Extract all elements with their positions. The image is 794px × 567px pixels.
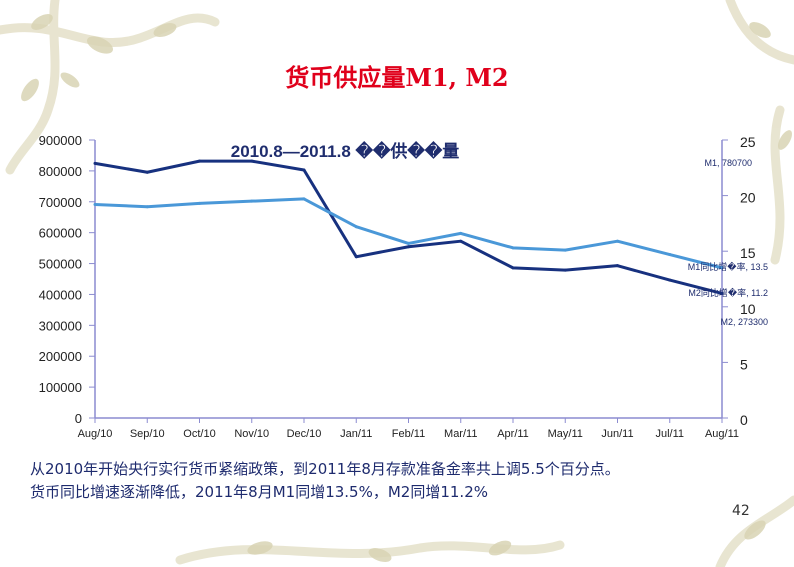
data-point-m2 bbox=[198, 201, 201, 205]
right-tick-label: 10 bbox=[740, 301, 756, 317]
data-label: M2, 273300 bbox=[720, 317, 768, 327]
data-point-m2 bbox=[459, 231, 463, 235]
x-tick-label: Aug/10 bbox=[78, 428, 113, 440]
slide-caption: 从2010年开始央行实行货币紧缩政策，到2011年8月存款准备金率共上调5.5个… bbox=[30, 458, 770, 503]
x-tick-label: Aug/11 bbox=[705, 428, 739, 440]
left-tick-label: 800000 bbox=[39, 164, 82, 179]
left-tick-label: 500000 bbox=[39, 257, 82, 272]
data-point-m2 bbox=[93, 202, 97, 206]
series-line-m1 bbox=[94, 159, 723, 295]
data-point-m2 bbox=[511, 246, 515, 250]
data-point-m1 bbox=[302, 168, 306, 172]
right-tick-label: 25 bbox=[740, 134, 756, 150]
data-point-m1 bbox=[407, 245, 410, 249]
data-point-m1 bbox=[93, 161, 97, 165]
data-point-m1 bbox=[459, 239, 463, 243]
right-tick-label: 20 bbox=[740, 190, 756, 206]
chart-tick-labels: 0 100000 200000 300000 400000 500000 600000 700… bbox=[39, 133, 756, 440]
left-tick-label: 900000 bbox=[39, 133, 82, 148]
data-point-m2 bbox=[563, 248, 567, 252]
right-tick-label: 5 bbox=[740, 356, 748, 372]
left-tick-label: 600000 bbox=[39, 226, 82, 241]
data-point-m2 bbox=[720, 266, 724, 270]
data-point-m1 bbox=[250, 159, 254, 163]
data-point-m2 bbox=[407, 241, 410, 245]
left-tick-label: 300000 bbox=[39, 318, 82, 333]
x-tick-label: Jun/11 bbox=[601, 428, 633, 440]
left-tick-label: 700000 bbox=[39, 195, 82, 210]
data-label: M2同比增�率, 11.2 bbox=[688, 287, 768, 298]
data-point-m2 bbox=[145, 205, 149, 209]
x-tick-label: Oct/10 bbox=[183, 428, 215, 440]
caption-line-2: 货币同比增速逐渐降低，2011年8月M1同增13.5%，M2同增11.2% bbox=[30, 482, 488, 501]
right-tick-label: 0 bbox=[740, 412, 748, 428]
left-tick-label: 100000 bbox=[39, 380, 82, 395]
data-point-m1 bbox=[616, 264, 619, 268]
x-tick-label: Jan/11 bbox=[340, 428, 372, 440]
data-point-m2 bbox=[302, 197, 306, 201]
left-tick-label: 0 bbox=[75, 411, 82, 426]
data-point-m2 bbox=[616, 239, 619, 243]
x-tick-label: Feb/11 bbox=[392, 428, 425, 440]
x-tick-label: Apr/11 bbox=[497, 428, 529, 440]
data-point-m2 bbox=[354, 225, 358, 229]
left-tick-label: 200000 bbox=[39, 349, 82, 364]
x-tick-label: Nov/10 bbox=[234, 428, 269, 440]
slide-title: 货币供应量M1, M2 bbox=[285, 63, 509, 92]
data-point-m1 bbox=[511, 266, 515, 270]
data-point-m2 bbox=[668, 253, 672, 257]
right-tick-label: 15 bbox=[740, 245, 756, 261]
page-number: 42 bbox=[732, 503, 750, 519]
x-tick-label: Dec/10 bbox=[287, 428, 322, 440]
data-point-m1 bbox=[145, 170, 149, 174]
data-point-m1 bbox=[354, 255, 358, 259]
data-label: M1同比增�率, 13.5 bbox=[688, 261, 768, 272]
x-tick-label: May/11 bbox=[548, 428, 583, 440]
chart-axes bbox=[89, 139, 728, 423]
chart-title: 2010.8—2011.8 ��供��量 bbox=[231, 141, 460, 161]
x-tick-label: Sep/10 bbox=[130, 428, 165, 440]
chart-data-labels: M1, 780700 M1同比增�率, 13.5 M2同比增�率, 11.2 M2, … bbox=[688, 158, 768, 327]
data-point-m1 bbox=[198, 159, 201, 163]
data-point-m1 bbox=[668, 278, 672, 282]
series-line-m2 bbox=[94, 197, 723, 270]
chart-series bbox=[93, 159, 724, 295]
data-point-m1 bbox=[720, 291, 724, 295]
data-point-m2 bbox=[250, 199, 254, 203]
data-label: M1, 780700 bbox=[704, 158, 752, 168]
data-point-m1 bbox=[563, 268, 567, 272]
caption-line-1: 从2010年开始央行实行货币紧缩政策，到2011年8月存款准备金率共上调5.5个… bbox=[30, 460, 620, 478]
left-tick-label: 400000 bbox=[39, 287, 82, 302]
x-tick-label: Jul/11 bbox=[655, 428, 684, 440]
x-tick-label: Mar/11 bbox=[444, 428, 477, 440]
